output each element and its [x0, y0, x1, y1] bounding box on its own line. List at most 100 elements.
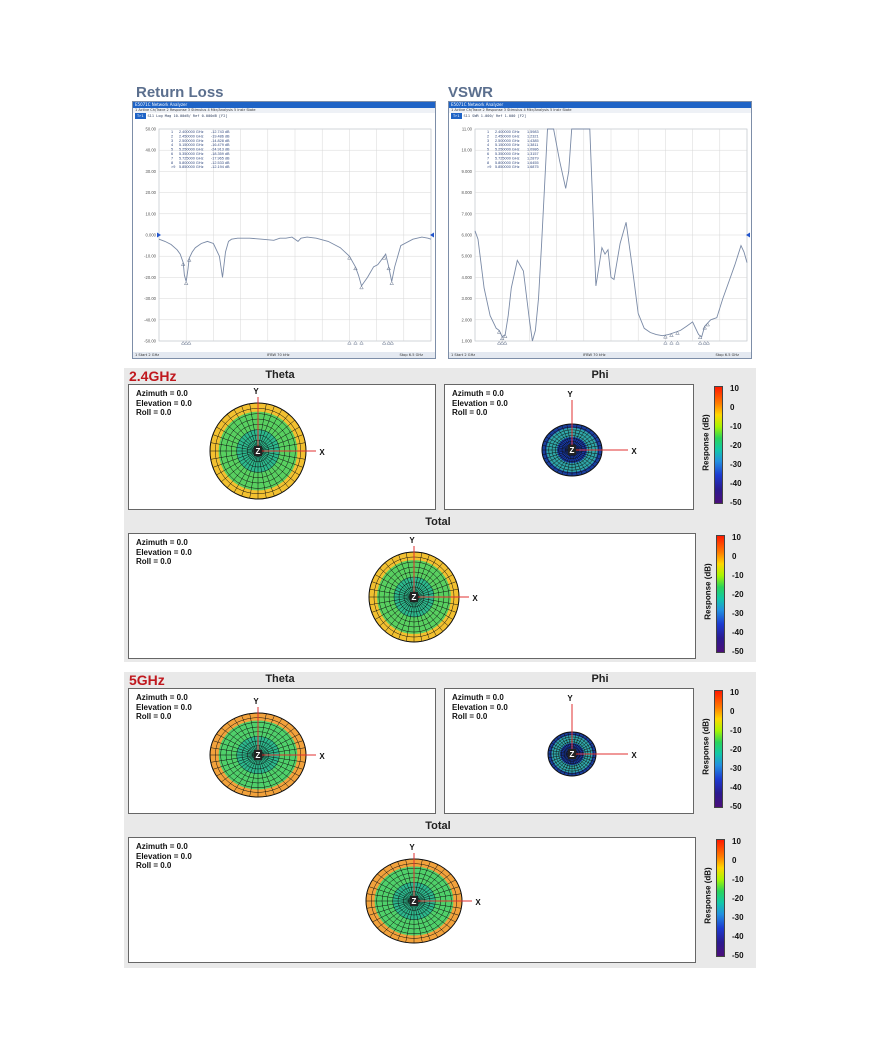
z-axis-marker	[410, 592, 418, 602]
total-title: Total	[425, 516, 451, 528]
y-tick-label: 4.000	[462, 275, 473, 280]
marker-triangle	[347, 255, 352, 260]
marker-number: 3	[487, 139, 489, 143]
colorbar-tick: -40	[732, 932, 744, 941]
colorbar-tick: -50	[730, 498, 742, 507]
marker-value: -12.194 dB	[211, 165, 230, 169]
y-tick-label: 5.000	[462, 254, 473, 259]
theta-title: Theta	[265, 673, 295, 685]
reference-marker-right	[430, 232, 434, 238]
marker-triangle	[663, 334, 668, 339]
marker-bottom-triangle	[669, 341, 674, 345]
colorbar-tick: 0	[732, 552, 737, 561]
colorbar-tick: 0	[732, 856, 737, 865]
colorbar-tick: -40	[732, 628, 744, 637]
status-start: 1 Start 2 GHz	[451, 353, 476, 357]
status-stop: Stop 6.5 GHz	[715, 353, 739, 357]
marker-frequency: 5.350000 GHz	[495, 152, 520, 156]
colorbar-tick: 10	[730, 384, 739, 393]
marker-bottom-triangle	[353, 341, 358, 345]
colorbar-tick: 0	[730, 707, 735, 716]
elevation-readout: Elevation = 0.0	[452, 398, 508, 408]
marker-number: 2	[487, 134, 489, 138]
marker-frequency: 2.500000 GHz	[179, 139, 204, 143]
orientation-readout: Azimuth = 0.0 Elevation = 0.0 Roll = 0.0	[136, 842, 192, 871]
marker-bottom-triangle	[697, 341, 703, 345]
marker-bottom-triangle	[359, 341, 364, 345]
y-tick-label: -10.00	[144, 254, 157, 259]
trace-line	[158, 236, 432, 287]
colorbar-tick: -40	[730, 783, 742, 792]
marker-triangle	[186, 257, 192, 262]
marker-frequency: 5.725000 GHz	[495, 156, 520, 160]
colorbar-tick: -10	[730, 726, 742, 735]
y-tick-label: 10.00	[462, 148, 473, 153]
marker-frequency: 5.250000 GHz	[495, 148, 520, 152]
trace-tag[interactable]: Tr1	[451, 113, 462, 119]
colorbar-tick: -30	[730, 764, 742, 773]
marker-frequency: 5.250000 GHz	[179, 148, 204, 152]
marker-number: 3	[171, 139, 173, 143]
orientation-readout: Azimuth = 0.0 Elevation = 0.0 Roll = 0.0	[136, 389, 192, 418]
vswr-heading: VSWR	[448, 84, 493, 101]
marker-triangle	[502, 334, 508, 338]
marker-value: 1.3157	[527, 152, 539, 156]
azimuth-readout: Azimuth = 0.0	[452, 693, 504, 702]
marker-bottom-triangle	[499, 341, 505, 345]
orientation-readout: Azimuth = 0.0 Elevation = 0.0 Roll = 0.0	[136, 693, 192, 722]
colorbar-tick: -10	[732, 875, 744, 884]
y-tick-label: -20.00	[144, 275, 157, 280]
x-axis-label: X	[319, 752, 325, 761]
y-tick-label: 9.000	[462, 169, 473, 174]
marker-bottom-triangle	[381, 341, 387, 345]
analyzer-menu-bar[interactable]: 1 Active Ch/Trace 2 Response 3 Stimulus …	[133, 108, 435, 113]
z-axis-label: Z	[256, 751, 261, 760]
marker-bottom-triangle	[496, 341, 502, 345]
marker-number: 5	[171, 148, 173, 152]
marker-frequency: 2.400000 GHz	[179, 130, 204, 134]
theta-3d-pattern: X Y Z	[209, 697, 325, 798]
marker-value: 1.4385	[527, 139, 539, 143]
marker-frequency: 5.150000 GHz	[179, 143, 204, 147]
marker-value: -16.479 dB	[211, 143, 230, 147]
z-axis-label: Z	[412, 897, 417, 906]
colorbar-tick: -20	[732, 590, 744, 599]
y-axis-label: Y	[567, 694, 573, 703]
marker-triangle	[675, 330, 680, 335]
total-title: Total	[425, 820, 451, 832]
y-axis-label: Y	[409, 843, 415, 852]
return-loss-chart: 50.00 40.00 30.00 20.00 10.00 0.000 -10.00 -20.…	[144, 127, 434, 345]
marker-value: 1.5983	[527, 130, 539, 134]
marker-value: -12.533 dB	[211, 161, 230, 165]
marker-triangle	[669, 333, 674, 337]
z-axis-marker	[254, 446, 262, 456]
z-axis-label: Z	[412, 593, 417, 602]
marker-value: 1.6455	[527, 161, 539, 165]
colorbar-tick: 10	[732, 837, 741, 846]
marker-frequency: 5.350000 GHz	[179, 152, 204, 156]
y-tick-label: 50.00	[146, 127, 157, 132]
analyzer-title-bar: E5071C Network Analyzer	[133, 102, 435, 108]
status-ifbw: IFBW 70 kHz	[583, 353, 606, 357]
elevation-readout: Elevation = 0.0	[136, 851, 192, 861]
marker-value: -24.913 dB	[211, 148, 230, 152]
colorbar-gradient	[716, 839, 725, 957]
y-tick-label: 30.00	[146, 169, 157, 174]
z-axis-marker	[568, 445, 576, 455]
z-axis-label: Z	[570, 750, 575, 759]
theta-title: Theta	[265, 369, 295, 381]
trace-header-text: S11 SWR 1.000/ Ref 1.000 [F2]	[463, 114, 527, 118]
marker-number: 8	[487, 161, 489, 165]
marker-bottom-triangle	[702, 341, 707, 345]
marker-value: 1.6875	[527, 165, 539, 169]
trace-tag[interactable]: Tr1	[135, 113, 146, 119]
theta-3d-pattern: X Y Z	[209, 387, 325, 500]
azimuth-readout: Azimuth = 0.0	[452, 389, 504, 398]
y-axis-label: Y	[253, 697, 259, 706]
roll-readout: Roll = 0.0	[136, 557, 172, 566]
marker-triangle	[705, 322, 710, 327]
marker-frequency: 5.150000 GHz	[495, 143, 520, 147]
marker-triangle	[499, 336, 505, 341]
colorbar-axis-label: Response (dB)	[701, 718, 711, 775]
analyzer-menu-bar[interactable]: 1 Active Ch/Trace 2 Response 3 Stimulus …	[449, 108, 751, 113]
